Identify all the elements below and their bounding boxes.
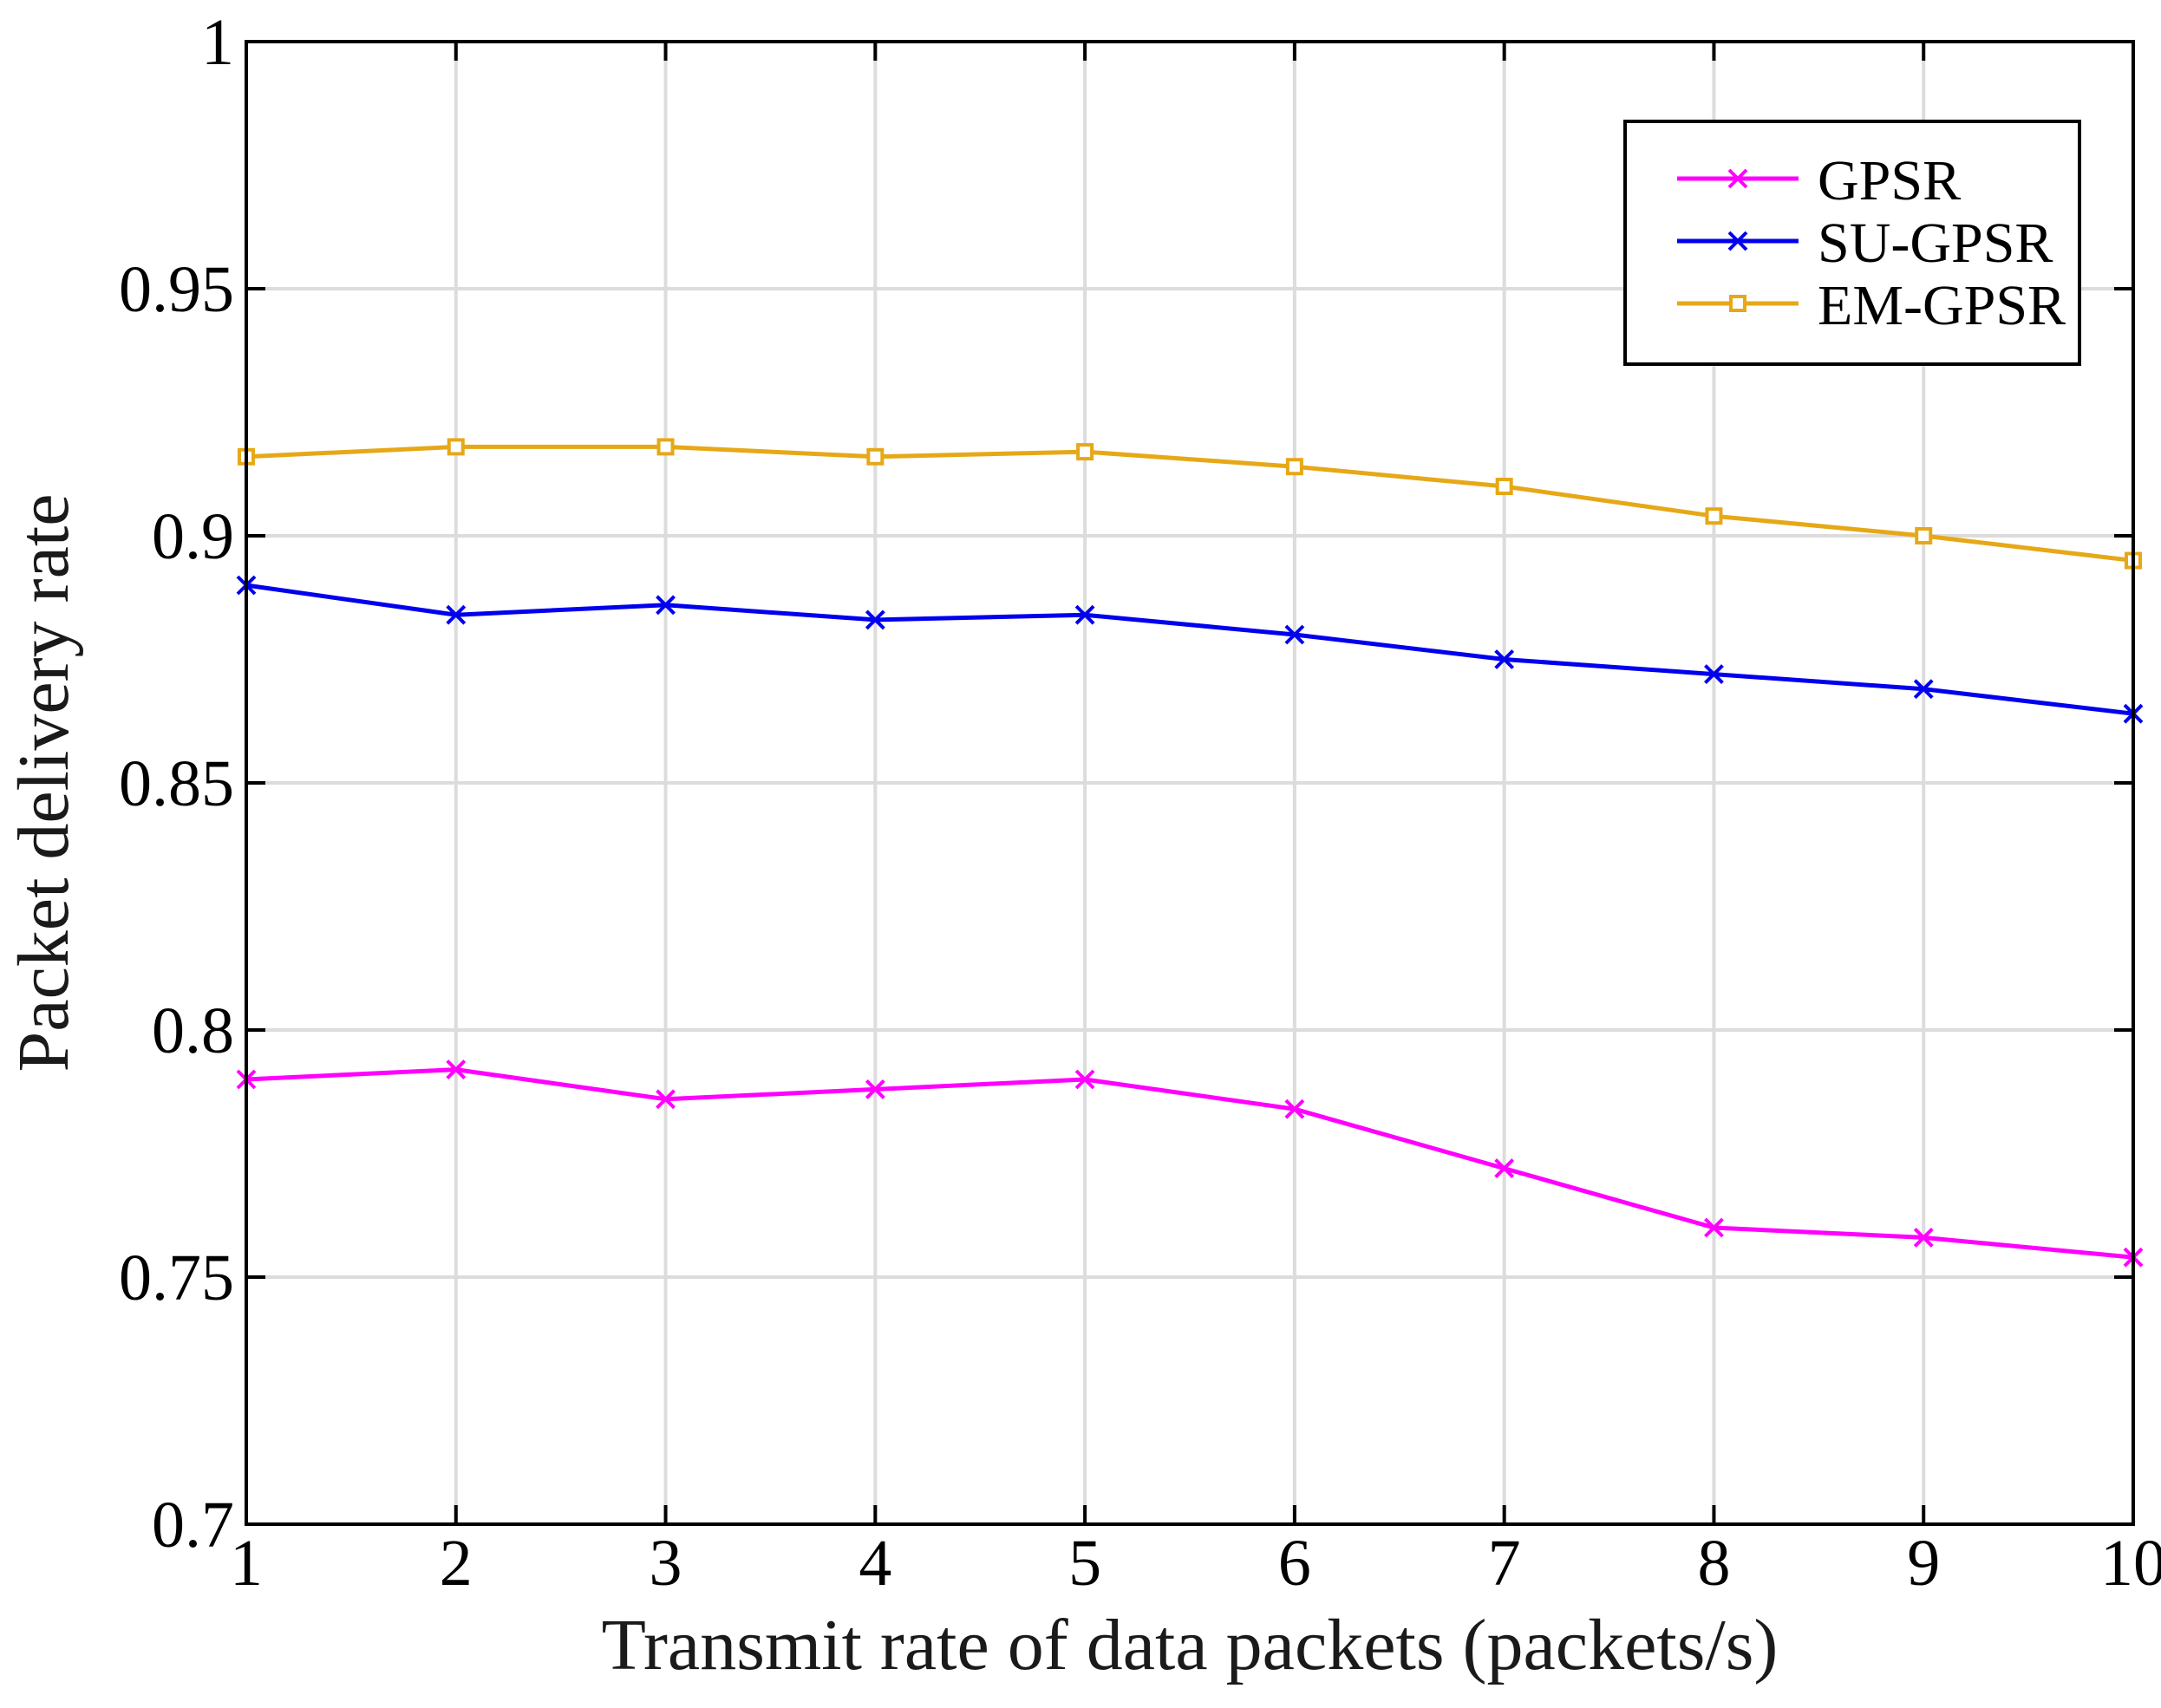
x-tick-label: 1 <box>230 1527 263 1600</box>
y-tick-label: 1 <box>201 6 234 79</box>
x-tick-label: 9 <box>1907 1527 1940 1600</box>
data-point-marker <box>1494 649 1515 669</box>
y-tick-label: 0.95 <box>119 253 234 326</box>
legend-label: SU-GPSR <box>1818 212 2053 275</box>
x-tick-label: 3 <box>650 1527 682 1600</box>
legend-item-su-gpsr: SU-GPSR <box>1677 212 2053 275</box>
x-tick-label: 10 <box>2100 1527 2161 1600</box>
y-tick-label: 0.8 <box>152 994 234 1067</box>
data-point-marker <box>446 604 467 625</box>
data-point-marker <box>1284 624 1305 645</box>
legend-label: EM-GPSR <box>1818 274 2066 337</box>
data-point-marker <box>1727 231 1748 251</box>
y-axis-tick-labels: 0.7 0.75 0.8 0.85 0.9 0.95 1 <box>119 6 234 1561</box>
data-point-marker <box>1913 679 1934 700</box>
data-point-marker <box>1494 1158 1515 1179</box>
data-point-marker <box>1076 443 1094 461</box>
x-axis-tick-labels: 1 2 3 4 5 6 7 8 9 10 <box>230 1527 2161 1600</box>
data-point-marker <box>656 438 675 456</box>
data-point-marker <box>1727 168 1748 189</box>
legend-item-em-gpsr: EM-GPSR <box>1677 274 2066 337</box>
data-point-marker <box>1704 1217 1724 1238</box>
data-point-marker <box>446 1059 467 1080</box>
series-em-gpsr <box>238 438 2142 570</box>
data-point-marker <box>866 447 885 466</box>
x-tick-label: 6 <box>1278 1527 1311 1600</box>
data-point-marker <box>1074 1069 1095 1090</box>
y-tick-label: 0.7 <box>152 1489 234 1561</box>
x-tick-label: 7 <box>1488 1527 1521 1600</box>
series-su-gpsr <box>236 575 2144 724</box>
data-point-marker <box>447 438 465 456</box>
x-tick-label: 5 <box>1068 1527 1101 1600</box>
data-point-marker <box>865 610 885 630</box>
series-line-su-gpsr <box>245 583 2134 716</box>
y-tick-label: 0.9 <box>152 500 234 573</box>
x-tick-label: 4 <box>859 1527 891 1600</box>
data-point-marker <box>656 595 676 616</box>
x-tick-label: 2 <box>440 1527 473 1600</box>
data-point-marker <box>1705 507 1723 525</box>
y-tick-label: 0.85 <box>119 747 234 820</box>
legend-item-gpsr: GPSR <box>1677 149 1961 212</box>
series-line-em-gpsr <box>245 444 2134 563</box>
y-axis-title: Packet delivery rate <box>3 494 84 1072</box>
legend-label: GPSR <box>1818 149 1961 212</box>
series-line-gpsr <box>245 1067 2134 1260</box>
x-axis-title: Transmit rate of data packets (packets/s… <box>602 1605 1779 1685</box>
data-point-marker <box>1495 478 1513 495</box>
plot-series <box>236 438 2144 1268</box>
axis-ticks <box>245 40 2135 1526</box>
series-gpsr <box>236 1059 2144 1268</box>
data-point-marker <box>1284 1098 1305 1119</box>
data-point-marker <box>1915 527 1933 544</box>
data-point-marker <box>1074 604 1095 625</box>
x-tick-label: 8 <box>1697 1527 1730 1600</box>
data-point-marker <box>1285 458 1303 476</box>
y-tick-label: 0.75 <box>119 1242 234 1314</box>
data-point-marker <box>865 1079 885 1099</box>
data-point-marker <box>656 1089 676 1110</box>
data-point-marker <box>1704 664 1724 685</box>
data-point-marker <box>1729 295 1746 312</box>
data-point-marker <box>1913 1227 1934 1248</box>
